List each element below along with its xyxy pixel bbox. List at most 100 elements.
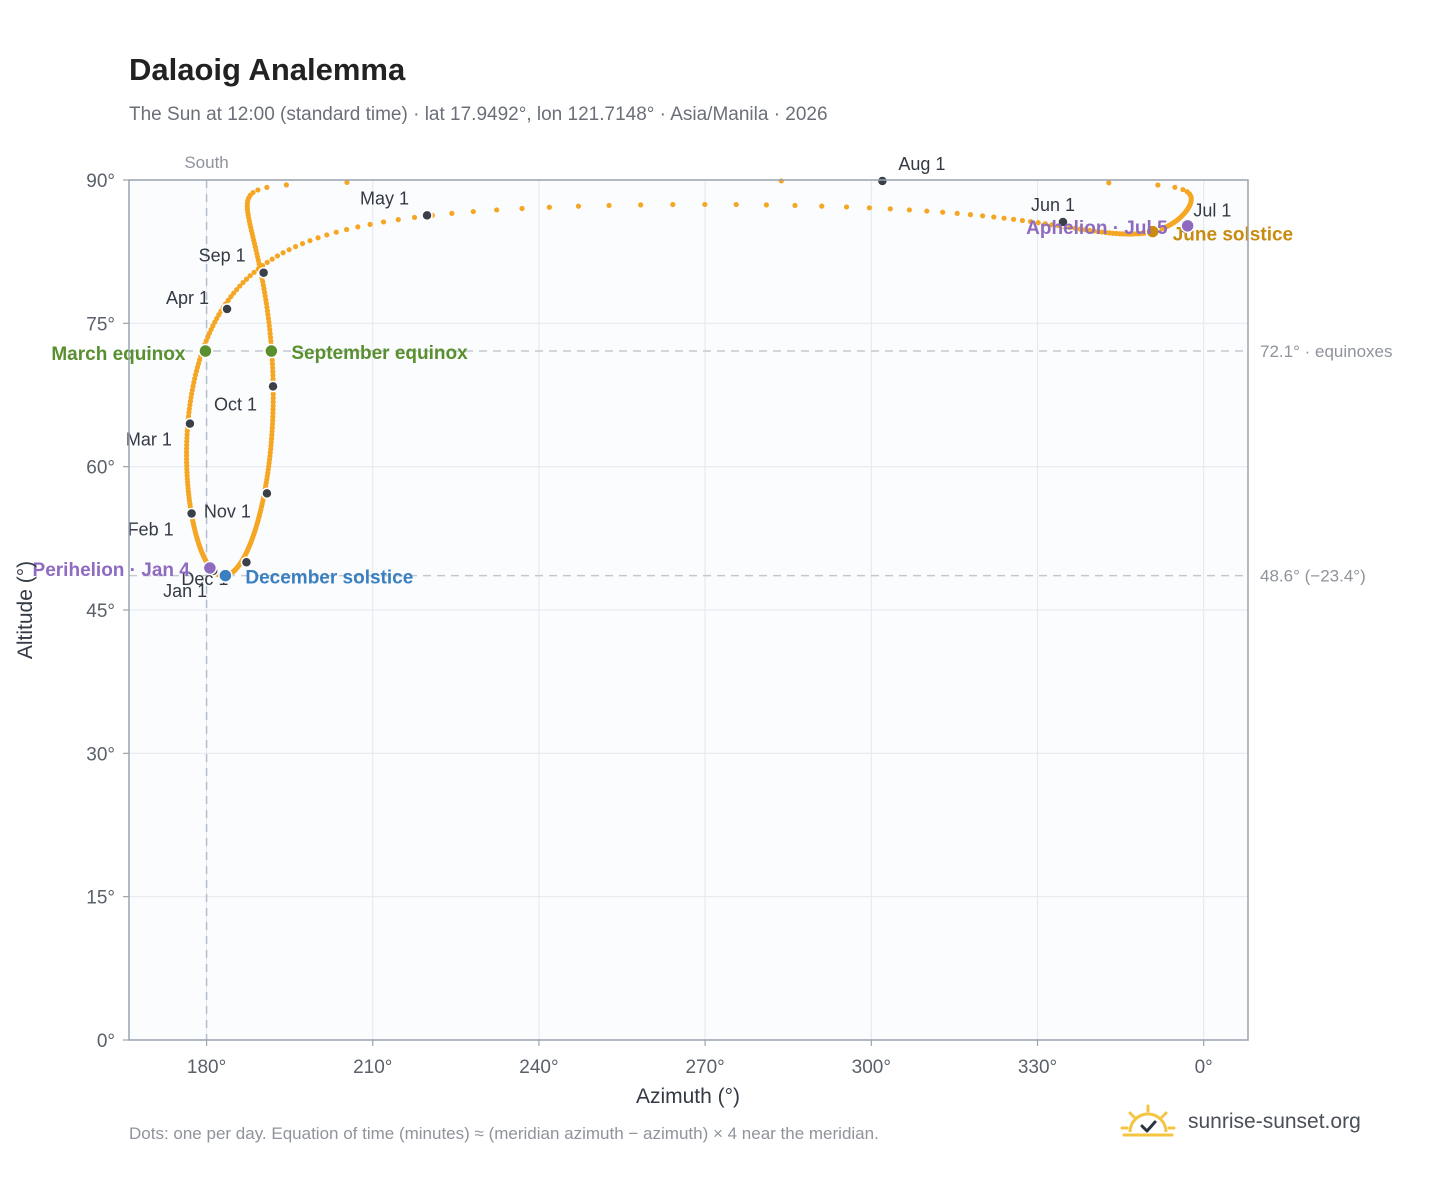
analemma-dot xyxy=(355,224,361,230)
meridian-label: South xyxy=(184,153,228,172)
month-marker-dot xyxy=(876,175,889,187)
month-marker-dot xyxy=(240,556,253,568)
y-tick-label: 30° xyxy=(86,744,115,765)
month-marker-dot xyxy=(184,417,196,430)
analemma-dot xyxy=(280,250,286,256)
analemma-dot xyxy=(1001,215,1007,221)
analemma-dot xyxy=(228,294,234,300)
event-marker-dot xyxy=(202,560,218,576)
reference-line-label: 72.1° · equinoxes xyxy=(1260,342,1393,361)
analemma-dot xyxy=(269,357,275,363)
analemma-dot xyxy=(470,208,476,215)
analemma-dot xyxy=(792,202,798,209)
analemma-dot xyxy=(843,204,850,210)
analemma-dot xyxy=(1172,184,1178,190)
event-marker-label: June solstice xyxy=(1173,225,1293,246)
y-axis-ticks: 0° 15° 30° 45° 60° 75° 90° xyxy=(86,171,129,1052)
month-marker-dot xyxy=(257,266,270,279)
sun-logo-icon xyxy=(1120,1104,1176,1137)
analemma-dot xyxy=(1106,180,1112,186)
analemma-dot xyxy=(1077,226,1083,232)
analemma-dot xyxy=(924,208,930,214)
analemma-dot xyxy=(638,202,644,208)
analemma-dot xyxy=(274,253,281,259)
event-marker-dot xyxy=(1180,218,1195,234)
footnote: Dots: one per day. Equation of time (min… xyxy=(129,1124,879,1143)
x-tick-label: 330° xyxy=(1018,1057,1057,1078)
month-markers: Jan 1 Feb 1 Mar 1 Apr 1 May 1 Jun 1 Jul 1 Aug 1… xyxy=(126,154,1232,601)
brand-name[interactable]: sunrise-sunset.org xyxy=(1188,1110,1361,1133)
month-marker-dot xyxy=(221,303,233,315)
x-tick-label: 240° xyxy=(519,1057,558,1078)
analemma-dot xyxy=(1091,228,1097,234)
chart-subtitle: The Sun at 12:00 (standard time) · lat 1… xyxy=(129,104,828,125)
analemma-dot xyxy=(270,391,276,397)
y-tick-label: 0° xyxy=(97,1031,115,1052)
analemma-dot xyxy=(265,315,272,321)
x-tick-label: 180° xyxy=(187,1057,226,1078)
month-marker-label: Dec 1 xyxy=(181,569,228,589)
analemma-dot xyxy=(237,283,243,289)
month-marker-dot xyxy=(185,507,198,520)
brand[interactable]: sunrise-sunset.org xyxy=(1120,1104,1361,1140)
event-marker-dot xyxy=(218,568,233,583)
analemma-dot xyxy=(866,205,872,211)
analemma-dot xyxy=(1042,221,1048,227)
analemma-dot xyxy=(1049,222,1055,228)
event-marker-label: September equinox xyxy=(291,343,468,364)
analemma-dot xyxy=(270,395,276,401)
y-tick-label: 75° xyxy=(86,314,115,335)
analemma-dot xyxy=(1067,224,1073,231)
month-marker-label: Jun 1 xyxy=(1031,195,1075,215)
analemma-dot xyxy=(1027,218,1034,225)
analemma-dot xyxy=(247,273,253,279)
analemma-dot xyxy=(1035,220,1041,226)
analemma-dot xyxy=(267,327,273,333)
analemma-dot xyxy=(546,204,552,210)
analemma-dot xyxy=(1019,217,1025,224)
analemma-dot xyxy=(702,201,708,208)
event-marker-dot xyxy=(1145,224,1160,239)
month-marker-dot xyxy=(267,380,279,393)
analemma-dot xyxy=(954,210,960,217)
month-marker-label: Sep 1 xyxy=(199,246,246,266)
chart-title: Dalaoig Analemma xyxy=(129,52,406,87)
analemma-daily-dots xyxy=(183,178,1194,579)
analemma-dot xyxy=(967,212,974,218)
analemma-dot xyxy=(266,323,272,329)
analemma-dot xyxy=(270,406,276,412)
analemma-dot xyxy=(606,202,612,209)
analemma-dot xyxy=(1072,225,1078,231)
month-marker-dot xyxy=(421,209,433,222)
month-marker-label: Jul 1 xyxy=(1193,201,1231,221)
analemma-dot xyxy=(264,259,270,265)
analemma-dot xyxy=(670,201,676,208)
analemma-dot xyxy=(763,202,769,208)
analemma-dot xyxy=(494,207,500,213)
analemma-dot xyxy=(367,221,373,227)
analemma-dot xyxy=(411,214,418,221)
event-marker-label: Aphelion · Jul 5 xyxy=(1026,218,1168,239)
analemma-dot xyxy=(270,417,276,424)
analemma-dot xyxy=(1155,182,1161,188)
event-marker-label: March equinox xyxy=(51,344,186,365)
analemma-dot xyxy=(269,361,276,367)
analemma-dot xyxy=(395,217,401,223)
grid xyxy=(129,179,1248,1041)
x-tick-label: 300° xyxy=(852,1057,891,1078)
month-marker-label: Feb 1 xyxy=(128,519,174,539)
y-tick-label: 90° xyxy=(86,171,115,192)
analemma-dot xyxy=(1180,186,1186,193)
analemma-dot xyxy=(270,414,276,420)
event-markers: March equinox September equinox June solst… xyxy=(33,218,1294,589)
y-axis-label: Altitude (°) xyxy=(14,561,37,659)
analemma-dot xyxy=(1082,227,1088,233)
event-marker-label: Perihelion · Jan 4 xyxy=(33,560,191,581)
x-tick-label: 0° xyxy=(1195,1057,1213,1078)
analemma-dot xyxy=(270,365,276,371)
analemma-dot xyxy=(264,184,270,190)
analemma-dot xyxy=(231,290,237,296)
analemma-dot xyxy=(270,376,276,382)
analemma-dot xyxy=(1095,228,1101,235)
analemma-dot xyxy=(270,372,276,379)
